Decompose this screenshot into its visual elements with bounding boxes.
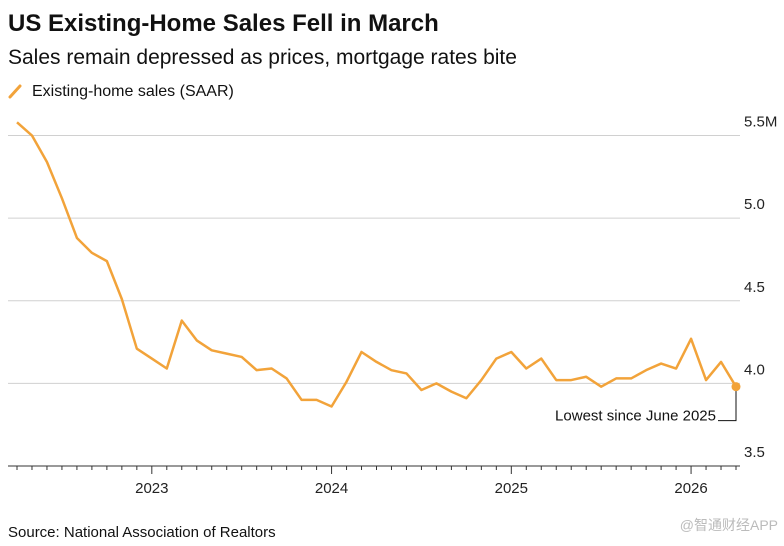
x-tick-label: 2024	[315, 480, 348, 497]
watermark: @智通财经APP	[680, 517, 778, 533]
source: Source: National Association of Realtors	[8, 524, 276, 541]
y-tick-label: 4.0	[744, 361, 765, 378]
y-tick-label: 5.5M	[744, 114, 777, 131]
chart-title: US Existing-Home Sales Fell in March	[8, 10, 439, 37]
legend-label: Existing-home sales (SAAR)	[32, 83, 234, 100]
annotation-leader	[718, 386, 737, 422]
y-tick-label: 5.0	[744, 196, 765, 213]
x-tick-label: 2025	[495, 480, 528, 497]
legend-swatch	[8, 84, 22, 99]
y-tick-label: 4.5	[744, 279, 765, 296]
chart-subtitle: Sales remain depressed as prices, mortga…	[8, 46, 517, 69]
y-tick-label: 3.5	[744, 444, 765, 461]
annotation: Lowest since June 2025	[555, 408, 716, 425]
x-tick-label: 2023	[135, 480, 168, 497]
x-tick-label: 2026	[674, 480, 707, 497]
series-line	[16, 121, 738, 408]
highlight-dot	[731, 382, 741, 392]
